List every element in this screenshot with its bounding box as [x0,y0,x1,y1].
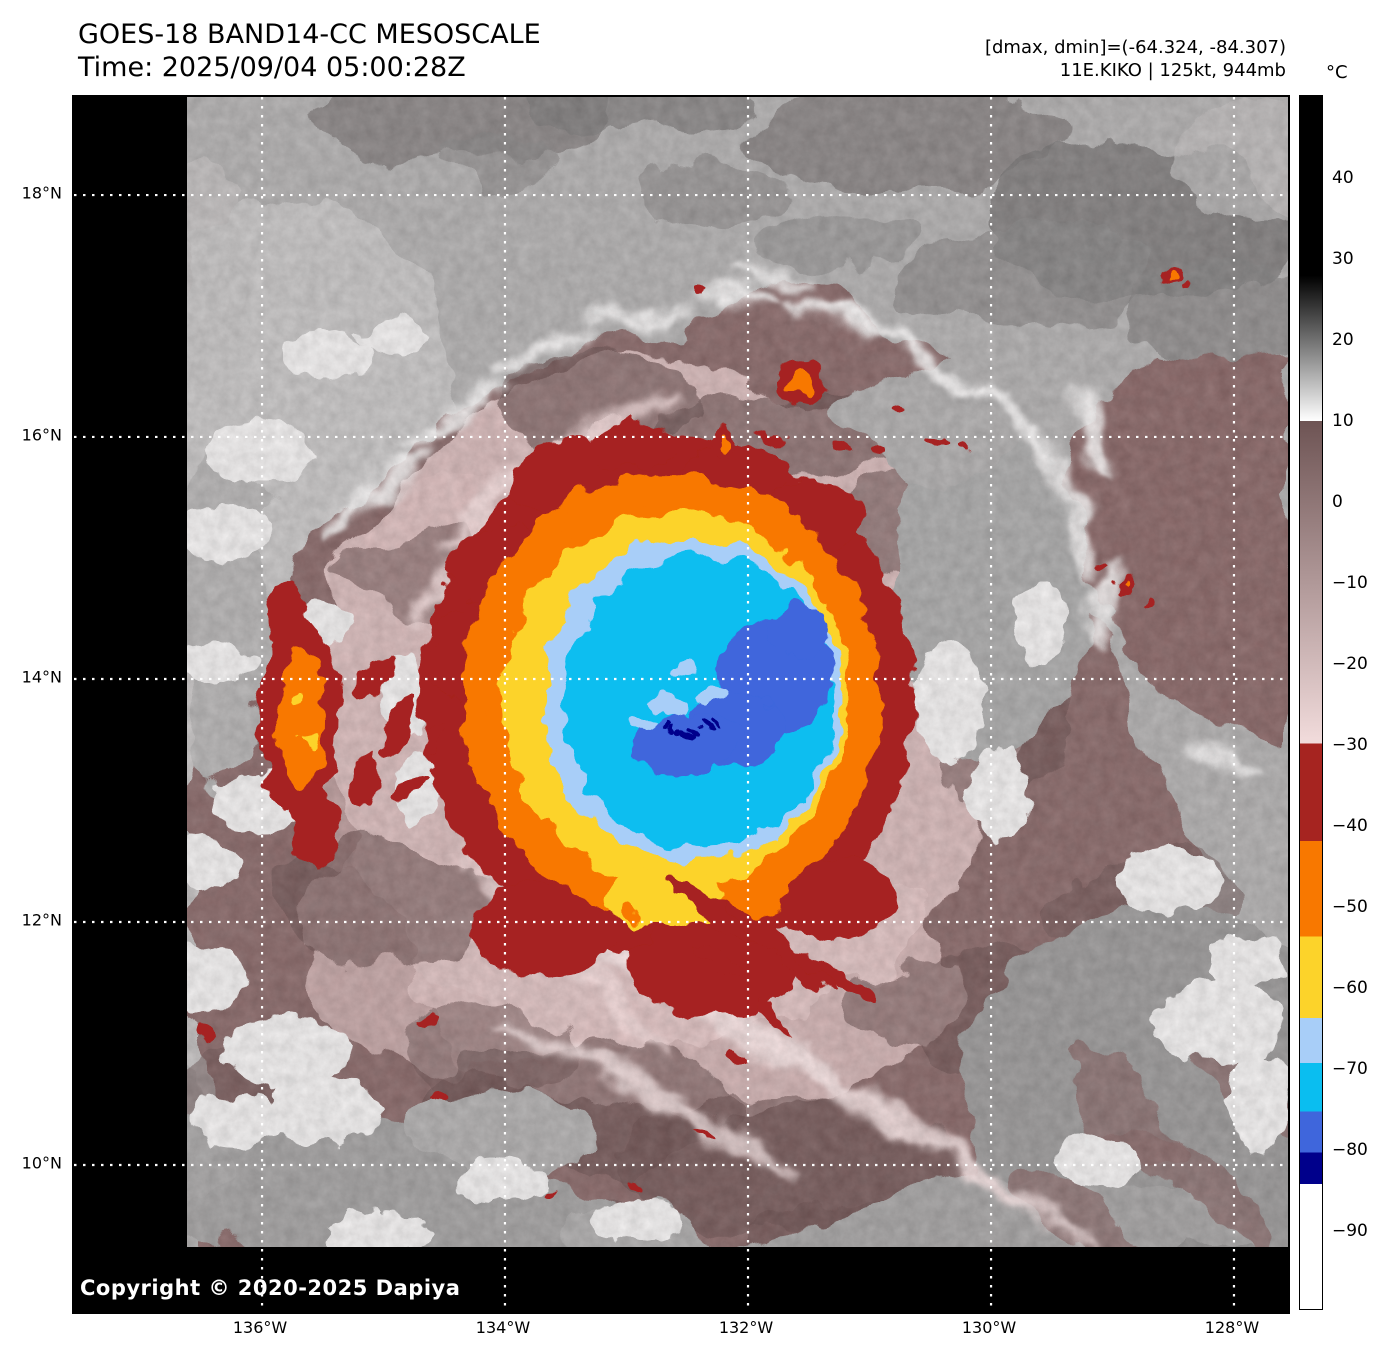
latitude-tick-label: 14°N [21,667,62,687]
colorbar-tick-label: −60 [1332,977,1368,998]
hurricane-core [420,419,914,1017]
latitude-tick-label: 12°N [21,910,62,930]
satellite-map: Copyright © 2020-2025 Dapiya [72,95,1290,1314]
colorbar-tick-label: −70 [1332,1058,1368,1079]
colorbar-tick-label: −50 [1332,896,1368,917]
colorbar-tick-label: −30 [1332,734,1368,755]
no-data-left [74,97,187,1312]
latitude-tick-label: 18°N [21,183,62,203]
longitude-tick-label: 128°W [1204,1318,1260,1337]
colorbar-tick-label: −80 [1332,1139,1368,1160]
cold-cloud-fragments [199,267,1187,1195]
colorbar-tick-label: −40 [1332,815,1368,836]
title-block: GOES-18 BAND14-CC MESOSCALE Time: 2025/0… [78,18,541,84]
timestamp: Time: 2025/09/04 05:00:28Z [78,52,466,83]
colorbar-tick-label: −90 [1332,1220,1368,1241]
colorbar-tick-label: 10 [1332,410,1354,431]
dmax-dmin-readout: [dmax, dmin]=(-64.324, -84.307) [984,37,1286,58]
colorbar [1299,95,1323,1310]
colorbar-tick-label: −10 [1332,572,1368,593]
colorbar-tick-label: −20 [1332,653,1368,674]
latitude-tick-label: 16°N [21,425,62,445]
longitude-tick-label: 136°W [232,1318,288,1337]
colorbar-tick-labels: 40 30 20 10 0 −10 −20 −30 −40 −50 −60 −70 −80 −90 [1332,95,1388,1310]
longitude-tick-label: 130°W [961,1318,1017,1337]
storm-id-intensity: 11E.KIKO | 125kt, 944mb [1059,60,1286,81]
latitude-tick-label: 10°N [21,1153,62,1173]
longitude-axis: 136°W 134°W 132°W 130°W 128°W [72,1318,1286,1348]
colorbar-tick-label: 30 [1332,249,1354,270]
no-data-bottom [74,1247,1288,1312]
storm-info-block: [dmax, dmin]=(-64.324, -84.307) 11E.KIKO… [985,36,1286,82]
latitude-axis: 18°N 16°N 14°N 12°N 10°N [0,95,66,1310]
colorbar-tick-label: 20 [1332,329,1354,350]
colorbar-unit-label: °C [1326,62,1348,83]
satellite-image [74,97,1288,1312]
longitude-tick-label: 132°W [718,1318,774,1337]
copyright-label: Copyright © 2020-2025 Dapiya [80,1276,461,1300]
page-title: GOES-18 BAND14-CC MESOSCALE [78,19,541,50]
colorbar-tick-label: 40 [1332,167,1354,188]
longitude-tick-label: 134°W [475,1318,531,1337]
colorbar-tick-label: 0 [1332,492,1343,513]
